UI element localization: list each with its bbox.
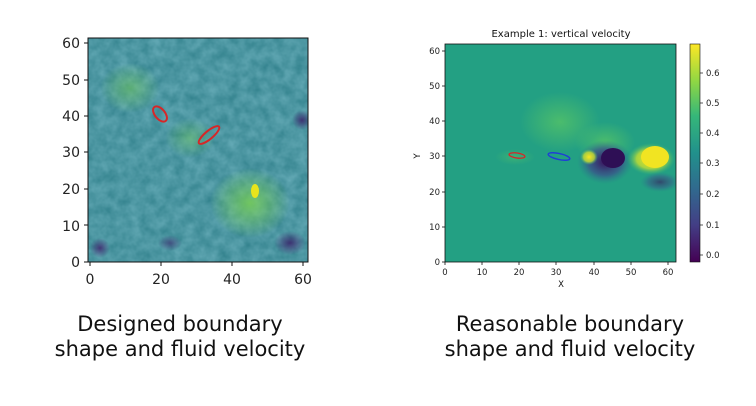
left-x-tick: 20	[152, 272, 170, 288]
left-heatmap	[88, 38, 308, 262]
left-caption: Designed boundary shape and fluid veloci…	[30, 312, 330, 362]
left-y-tick: 20	[62, 182, 80, 198]
right-plot-title: Example 1: vertical velocity	[491, 29, 630, 40]
left-y-tick: 10	[62, 219, 80, 235]
right-heatmap	[445, 44, 676, 262]
colorbar-gradient	[689, 43, 701, 263]
colorbar-tick: 0.1	[706, 221, 720, 231]
left-y-tick: 60	[62, 36, 80, 52]
left-y-tick: 30	[62, 145, 80, 161]
right-velocity-plot: Example 1: vertical velocity 0 10 20 30 …	[413, 29, 720, 290]
colorbar-tick: 0.5	[706, 99, 720, 109]
designed-boundary-2	[197, 125, 221, 145]
right-caption-line-2: shape and fluid velocity	[444, 337, 696, 361]
right-y-tick: 30	[429, 152, 440, 162]
right-x-tick: 60	[663, 268, 674, 278]
right-x-tick: 20	[514, 268, 525, 278]
right-y-tick: 10	[429, 223, 440, 233]
colorbar-tick: 0.3	[706, 159, 720, 169]
left-velocity-plot: 0 10 20 30 40 50 60 0 20 40 60	[62, 36, 312, 288]
left-x-axis: 0 20 40 60	[86, 262, 312, 288]
left-plot-frame	[87, 37, 309, 263]
left-y-axis: 0 10 20 30 40 50 60	[62, 36, 88, 271]
colorbar: 0.0 0.1 0.2 0.3 0.4 0.5 0.6	[689, 43, 720, 263]
left-x-tick: 60	[294, 272, 312, 288]
right-caption: Reasonable boundary shape and fluid velo…	[415, 312, 725, 362]
right-x-label: X	[558, 280, 564, 290]
left-y-tick: 40	[62, 109, 80, 125]
right-y-axis: 0 10 20 30 40 50 60 Y	[413, 47, 445, 268]
colorbar-tick: 0.6	[706, 69, 720, 79]
right-y-tick: 50	[429, 82, 440, 92]
right-plot-frame	[444, 43, 677, 263]
left-caption-line-2: shape and fluid velocity	[54, 337, 306, 361]
left-x-tick: 40	[223, 272, 241, 288]
right-x-axis: 0 10 20 30 40 50 60 X	[442, 262, 673, 290]
right-x-tick: 40	[589, 268, 600, 278]
left-y-tick: 0	[71, 255, 80, 271]
right-x-tick: 30	[551, 268, 562, 278]
right-x-tick: 0	[442, 268, 447, 278]
colorbar-tick: 0.4	[706, 129, 720, 139]
colorbar-tick: 0.2	[706, 190, 720, 200]
left-y-tick: 50	[62, 73, 80, 89]
right-y-tick: 0	[435, 258, 440, 268]
colorbar-tick: 0.0	[706, 251, 720, 261]
left-x-tick: 0	[86, 272, 95, 288]
designed-boundary-1	[152, 105, 168, 123]
right-caption-line-1: Reasonable boundary	[455, 312, 685, 336]
right-y-label: Y	[413, 153, 423, 160]
left-caption-line-1: Designed boundary	[77, 312, 283, 336]
right-x-tick: 50	[626, 268, 637, 278]
right-y-tick: 60	[429, 47, 440, 57]
right-y-tick: 20	[429, 188, 440, 198]
reasonable-boundary-blue	[547, 152, 571, 161]
right-y-tick: 40	[429, 117, 440, 127]
reasonable-boundary-red	[508, 152, 526, 159]
right-x-tick: 10	[477, 268, 488, 278]
